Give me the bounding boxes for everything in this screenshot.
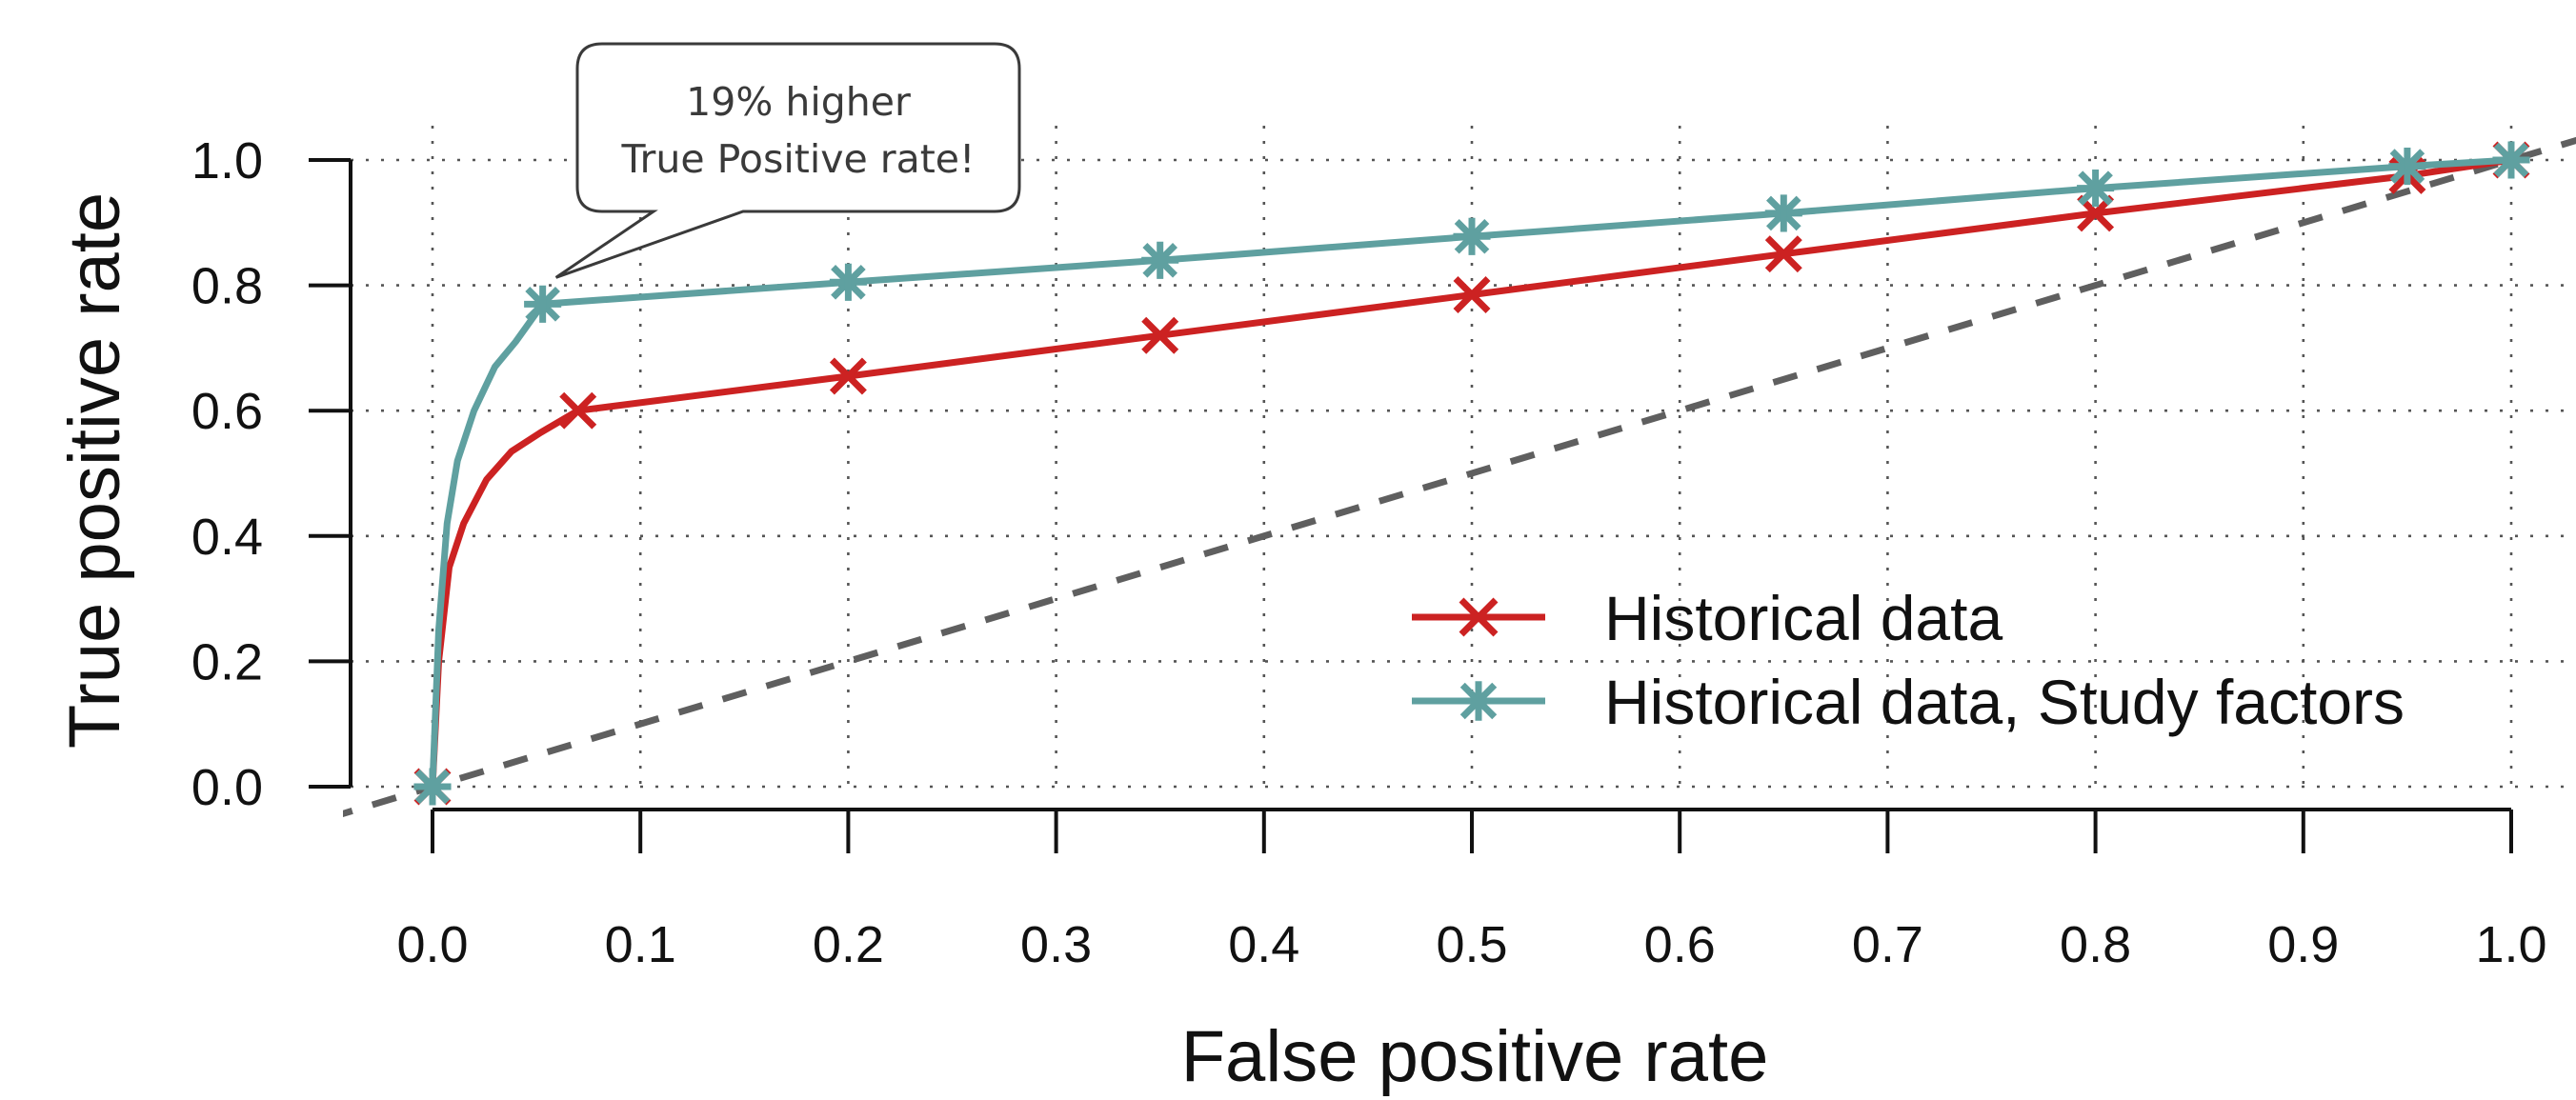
series — [413, 141, 2530, 806]
callout-text: True Positive rate! — [621, 136, 976, 182]
callout: 19% higher True Positive rate! — [554, 42, 1021, 279]
x-tick-label: 0.5 — [1436, 916, 1507, 973]
data-point — [829, 357, 867, 395]
legend: Historical data Historical data, Study fa… — [1412, 583, 2405, 737]
legend-marker — [1459, 681, 1499, 721]
legend-label: Historical data, Study factors — [1604, 667, 2405, 737]
data-point — [1764, 194, 1802, 232]
x-tick-label: 0.3 — [1020, 916, 1092, 973]
data-point — [524, 285, 562, 323]
data-point — [1453, 275, 1491, 313]
axes — [309, 158, 2513, 853]
x-tick-label: 0.9 — [2267, 916, 2339, 973]
legend-marker — [1459, 597, 1499, 637]
y-tick-label: 0.6 — [191, 383, 263, 440]
reference-diagonal — [343, 136, 2576, 818]
x-tick-label: 0.4 — [1228, 916, 1299, 973]
data-point — [829, 263, 867, 301]
x-axis-title: False positive rate — [1181, 1016, 1769, 1097]
y-tick-label: 0.4 — [191, 509, 263, 566]
diagonal-line — [343, 136, 2576, 818]
x-tick-label: 0.2 — [813, 916, 884, 973]
data-point — [2388, 148, 2426, 186]
data-point — [1453, 217, 1491, 255]
data-point — [1141, 241, 1179, 279]
x-tick-label: 0.1 — [605, 916, 676, 973]
legend-label: Historical data — [1604, 583, 2002, 653]
data-point — [2492, 141, 2530, 179]
legend-entry-2: Historical data, Study factors — [1412, 667, 2405, 737]
callout-text: 19% higher — [686, 79, 911, 125]
x-tick-label: 0.7 — [1852, 916, 1923, 973]
tick-labels: 0.0 0.1 0.2 0.3 0.4 0.5 0.6 0.7 0.8 0.9 1.0 0.0 0.2 0… — [191, 132, 2547, 973]
data-point — [559, 391, 597, 430]
data-point — [413, 768, 452, 806]
x-tick-label: 0.6 — [1644, 916, 1716, 973]
y-tick-label: 0.8 — [191, 258, 263, 315]
x-tick-label: 0.8 — [2060, 916, 2131, 973]
y-tick-label: 0.0 — [191, 759, 263, 816]
data-point — [2077, 170, 2115, 208]
legend-entry-1: Historical data — [1412, 583, 2002, 653]
series-2 — [413, 141, 2530, 806]
data-point — [1764, 235, 1802, 273]
callout-bubble — [554, 42, 1021, 279]
y-tick-label: 0.2 — [191, 633, 263, 690]
x-tick-label: 0.0 — [396, 916, 468, 973]
data-point — [1141, 316, 1179, 354]
y-axis-title: True positive rate — [54, 192, 135, 749]
y-tick-label: 1.0 — [191, 132, 263, 190]
x-tick-label: 1.0 — [2475, 916, 2546, 973]
